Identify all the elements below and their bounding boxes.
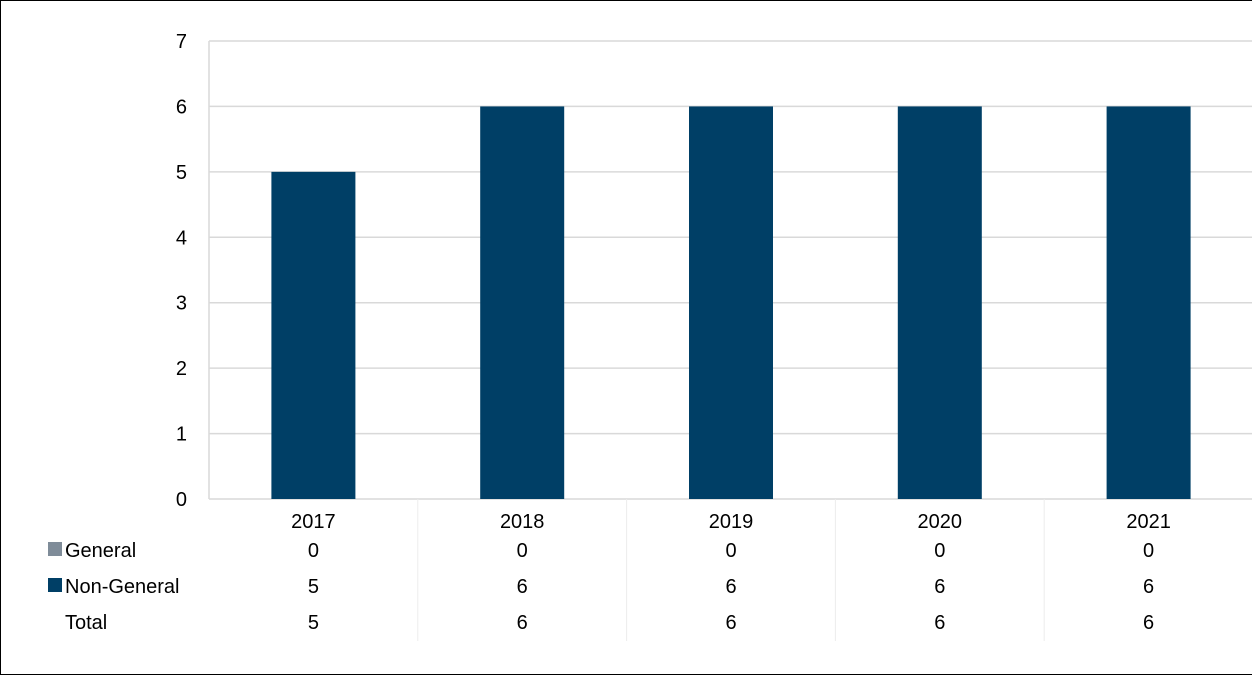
- y-tick-label: 4: [176, 227, 187, 249]
- category-label: 2017: [291, 511, 336, 533]
- y-tick-label: 2: [176, 358, 187, 380]
- table-cell: 6: [1143, 576, 1154, 598]
- y-tick-label: 7: [176, 31, 187, 53]
- table-cell: 0: [725, 540, 736, 562]
- table-row-label: Total: [65, 612, 107, 634]
- y-tick-label: 1: [176, 424, 187, 446]
- table-cell: 6: [517, 576, 528, 598]
- table-row-label: General: [65, 540, 136, 562]
- category-label: 2018: [500, 511, 545, 533]
- bar-non-general-2021: [1106, 106, 1191, 499]
- table-cell: 6: [517, 612, 528, 634]
- table-cell: 0: [517, 540, 528, 562]
- bar-non-general-2018: [480, 106, 565, 499]
- table-cell: 6: [1143, 612, 1154, 634]
- category-label: 2020: [918, 511, 963, 533]
- category-label: 2019: [709, 511, 754, 533]
- y-tick-label: 0: [176, 489, 187, 511]
- table-cell: 0: [934, 540, 945, 562]
- table-cell: 5: [308, 576, 319, 598]
- bar-non-general-2019: [689, 106, 773, 499]
- table-cell: 5: [308, 612, 319, 634]
- table-cell: 6: [934, 576, 945, 598]
- legend-key-non-general: [48, 578, 62, 592]
- y-tick-label: 3: [176, 293, 187, 315]
- y-tick-label: 6: [176, 96, 187, 118]
- bar-non-general-2017: [271, 171, 356, 499]
- table-cell: 6: [934, 612, 945, 634]
- table-cell: 0: [1143, 540, 1154, 562]
- legend-key-general: [48, 542, 62, 556]
- bar-non-general-2020: [897, 106, 982, 499]
- table-cell: 0: [308, 540, 319, 562]
- y-tick-label: 5: [176, 162, 187, 184]
- category-label: 2021: [1126, 511, 1171, 533]
- table-cell: 6: [725, 612, 736, 634]
- table-row-label: Non-General: [65, 576, 180, 598]
- table-cell: 6: [725, 576, 736, 598]
